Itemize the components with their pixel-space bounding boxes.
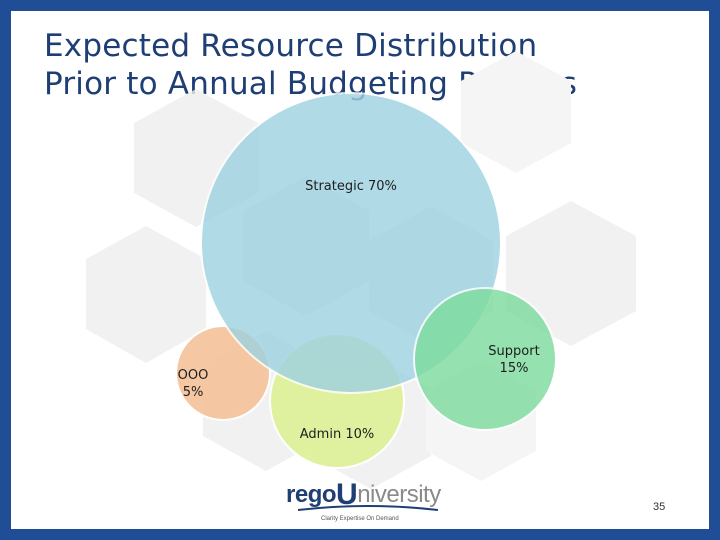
page-number: 35 xyxy=(653,501,666,513)
logo-wordmark: regoUniversity xyxy=(286,476,441,511)
bubble-support xyxy=(413,287,557,431)
label-ooo: OOO 5% xyxy=(177,368,209,400)
rego-university-logo: regoUniversity Clarity Expertise On Dema… xyxy=(286,476,446,522)
label-admin: Admin 10% xyxy=(299,427,375,442)
slide: Expected Resource Distribution Prior to … xyxy=(11,11,709,529)
logo-part-u: U xyxy=(336,478,358,511)
bubble-diagram xyxy=(86,51,636,489)
logo-part-niversity: niversity xyxy=(357,481,441,508)
logo-part-rego: rego xyxy=(286,481,337,508)
label-support: Support 15% xyxy=(488,344,540,376)
logo-swoosh-icon xyxy=(298,505,438,511)
logo-tagline: Clarity Expertise On Demand xyxy=(321,516,399,522)
label-strategic: Strategic 70% xyxy=(305,179,397,194)
